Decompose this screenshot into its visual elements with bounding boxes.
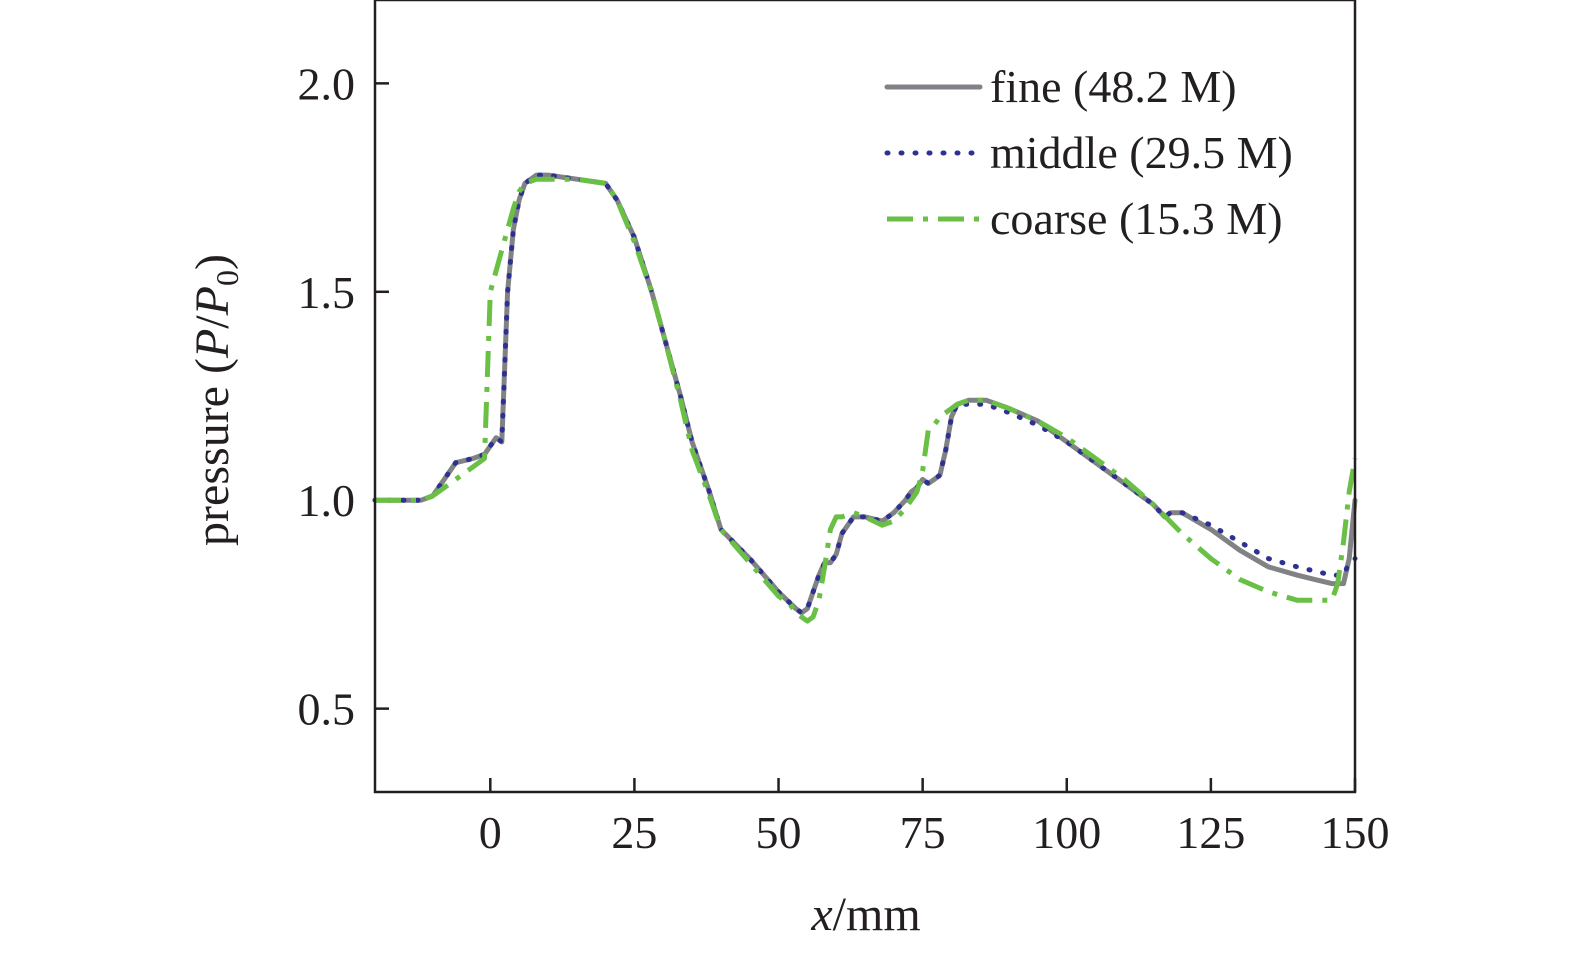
- x-tick-label: 75: [900, 807, 946, 858]
- legend: fine (48.2 M) middle (29.5 M) coarse (15.3…: [884, 61, 1293, 244]
- plot-frame: [373, 0, 1357, 794]
- y-axis-title-p0: P: [186, 286, 239, 316]
- legend-label: fine (48.2 M): [990, 61, 1237, 112]
- x-axis-title-unit: /mm: [833, 888, 921, 941]
- series-line-dashdot: [375, 176, 1358, 624]
- legend-label: middle (29.5 M): [990, 127, 1293, 178]
- y-axis-title-slash: /: [186, 315, 239, 329]
- y-axis-title-suffix: ): [186, 254, 239, 270]
- x-tick-label: 125: [1176, 807, 1245, 858]
- series-lines: [372, 172, 1358, 624]
- series-line-dotted: [372, 172, 1358, 616]
- x-tick-label: 0: [479, 807, 502, 858]
- x-tick-label: 50: [756, 807, 802, 858]
- y-tick-label: 1.0: [298, 475, 356, 526]
- y-axis-title: pressure (P/P0): [186, 254, 245, 546]
- y-tick-label: 1.5: [298, 267, 356, 318]
- x-axis-title: x/mm: [810, 888, 920, 941]
- y-axis-title-subscript: 0: [209, 270, 245, 286]
- y-axis-title-prefix: pressure (: [186, 358, 239, 546]
- legend-label: coarse (15.3 M): [990, 193, 1283, 244]
- y-tick-label: 2.0: [298, 58, 356, 109]
- x-tick-label: 25: [611, 807, 657, 858]
- x-tick-label: 150: [1321, 807, 1390, 858]
- axis-ticks: 0 25 50 75 100 125 150 0.5 1.0 1.5 2.0: [298, 58, 1390, 858]
- x-axis-title-var: x: [810, 888, 832, 941]
- y-axis-title-p: P: [186, 329, 239, 359]
- y-tick-label: 0.5: [298, 684, 356, 735]
- x-tick-label: 100: [1032, 807, 1101, 858]
